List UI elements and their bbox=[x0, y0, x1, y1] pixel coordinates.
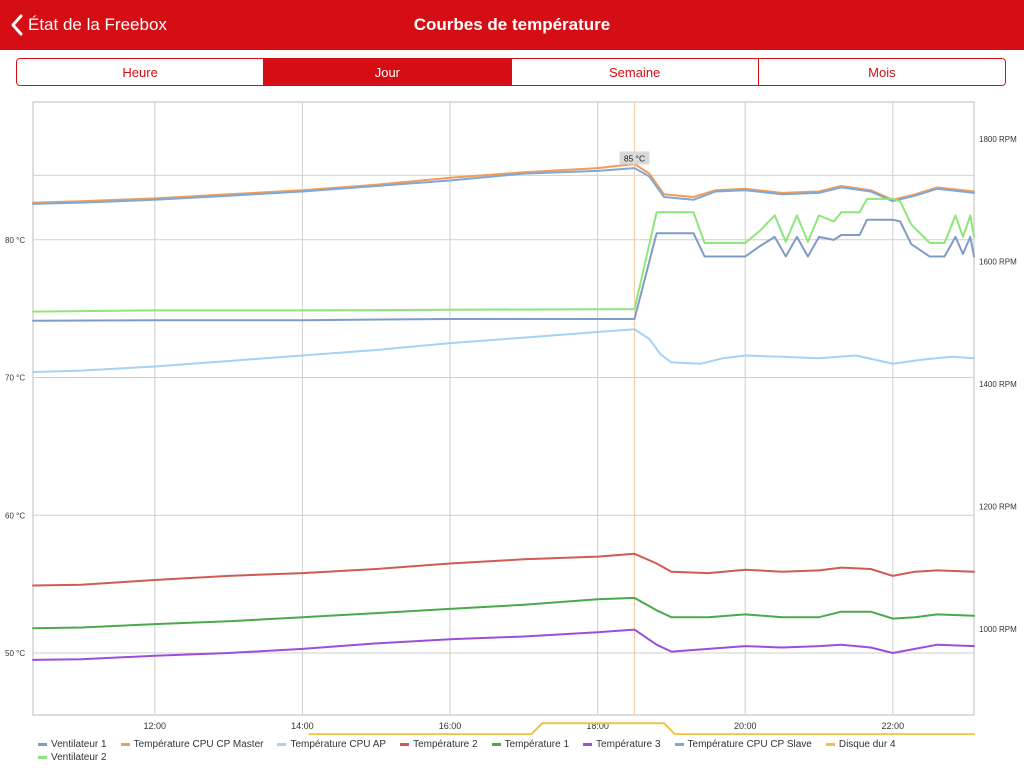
legend-swatch bbox=[277, 742, 287, 746]
legend-swatch bbox=[583, 742, 593, 746]
plot-frame bbox=[32, 101, 975, 716]
y-left-tick-label: 70 °C bbox=[5, 374, 25, 383]
y-right-tick-label: 1600 RPM bbox=[979, 257, 1017, 266]
legend-swatch bbox=[120, 742, 130, 746]
segment-heure[interactable]: Heure bbox=[17, 59, 265, 85]
period-segmented-control: Heure Jour Semaine Mois bbox=[16, 58, 1006, 86]
x-tick-label: 14:00 bbox=[291, 721, 314, 731]
segment-jour[interactable]: Jour bbox=[264, 59, 512, 85]
legend-label: Ventilateur 2 bbox=[51, 751, 107, 763]
legend-item[interactable]: Température 3 bbox=[583, 738, 661, 750]
legend-label: Température CPU CP Master bbox=[133, 738, 264, 750]
legend-label: Température CPU AP bbox=[290, 738, 387, 750]
back-button-label: État de la Freebox bbox=[28, 15, 167, 34]
x-tick-label: 16:00 bbox=[439, 721, 462, 731]
x-tick-label: 18:00 bbox=[586, 721, 609, 731]
legend-swatch bbox=[491, 742, 501, 746]
series-line bbox=[32, 328, 975, 373]
series-line bbox=[307, 722, 975, 735]
legend-item[interactable]: Ventilateur 2 bbox=[38, 751, 107, 763]
legend-item[interactable]: Température 2 bbox=[400, 738, 478, 750]
legend-label: Température 3 bbox=[596, 738, 661, 750]
legend-label: Disque dur 4 bbox=[838, 738, 896, 750]
navigation-bar: État de la Freebox Courbes de températur… bbox=[0, 0, 1024, 50]
legend-item[interactable]: Température CPU CP Master bbox=[120, 738, 264, 750]
series-line bbox=[32, 218, 975, 322]
y-left-tick-label: 60 °C bbox=[5, 511, 25, 520]
y-right-tick-label: 1000 RPM bbox=[979, 625, 1017, 634]
series-line bbox=[32, 552, 975, 587]
back-button[interactable]: État de la Freebox bbox=[10, 10, 167, 40]
tooltip-box bbox=[619, 151, 650, 165]
legend-item[interactable]: Température CPU AP bbox=[277, 738, 386, 750]
legend-swatch bbox=[400, 742, 410, 746]
segment-mois[interactable]: Mois bbox=[758, 59, 1005, 85]
legend-swatch bbox=[825, 742, 835, 746]
temperature-chart: 12:00 14:00 16:00 18:00 20:00 22:00 50 °C 60 °C… bbox=[5, 101, 1017, 735]
x-tick-label: 22:00 bbox=[882, 721, 905, 731]
legend-item[interactable]: Température 1 bbox=[491, 738, 570, 750]
legend-item[interactable]: Température CPU CP Slave bbox=[674, 738, 812, 750]
legend-swatch bbox=[38, 742, 47, 746]
series-line bbox=[32, 167, 975, 205]
series-line bbox=[32, 163, 975, 204]
series-line bbox=[32, 596, 975, 630]
series-line bbox=[32, 197, 975, 313]
y-left-tick-label: 50 °C bbox=[5, 649, 25, 658]
legend-item[interactable]: Ventilateur 1 bbox=[38, 738, 107, 750]
legend-item[interactable]: Disque dur 4 bbox=[825, 738, 896, 750]
legend-label: Température 1 bbox=[504, 738, 570, 750]
tooltip-label: 85 °C bbox=[624, 153, 645, 163]
y-left-tick-label: 80 °C bbox=[5, 236, 25, 245]
series-line bbox=[32, 628, 975, 661]
legend-swatch bbox=[674, 742, 684, 746]
x-tick-label: 12:00 bbox=[144, 721, 167, 731]
legend-label: Température CPU CP Slave bbox=[687, 738, 812, 750]
chart-legend: Ventilateur 1 Température CPU CP Master Te… bbox=[38, 738, 938, 763]
chevron-left-icon bbox=[11, 14, 23, 36]
legend-label: Ventilateur 1 bbox=[51, 738, 107, 750]
y-right-tick-label: 1800 RPM bbox=[979, 135, 1017, 144]
x-tick-label: 20:00 bbox=[734, 721, 757, 731]
segment-semaine[interactable]: Semaine bbox=[511, 59, 759, 85]
y-right-tick-label: 1200 RPM bbox=[979, 503, 1017, 512]
legend-label: Température 2 bbox=[413, 738, 478, 750]
y-right-tick-label: 1400 RPM bbox=[979, 380, 1017, 389]
legend-swatch bbox=[38, 755, 47, 759]
